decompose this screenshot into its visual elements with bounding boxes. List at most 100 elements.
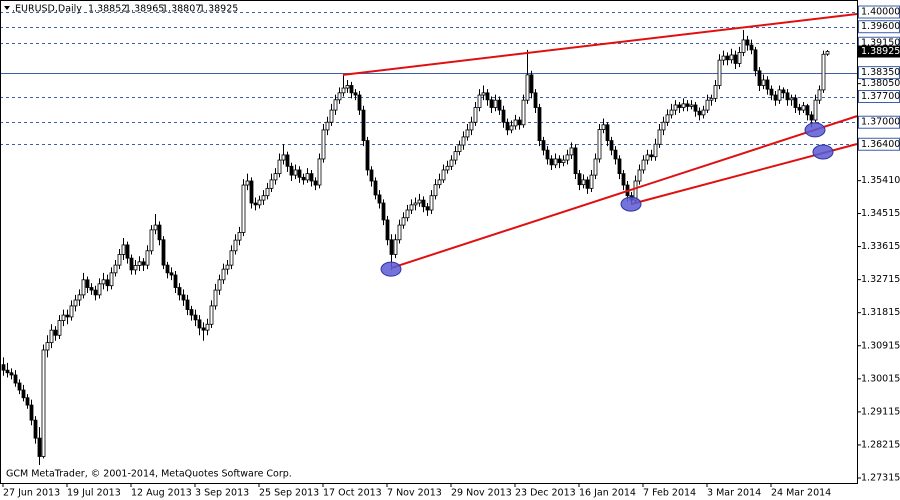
candle-body: [709, 97, 714, 101]
menu-icon[interactable]: [4, 6, 10, 10]
candle-body: [53, 329, 58, 336]
x-tick-label: 27 Jun 2013: [3, 488, 60, 499]
candle-body: [153, 224, 158, 231]
candle-body: [333, 99, 338, 111]
candle-body: [725, 55, 730, 61]
candle-body: [393, 239, 398, 255]
candle-body: [677, 104, 682, 108]
candle-body: [825, 51, 830, 55]
candle-body: [449, 159, 454, 167]
candle-body: [729, 54, 734, 61]
y-tick-label: 1.37000: [861, 117, 900, 128]
candle-body: [281, 154, 286, 161]
candle-body: [377, 194, 382, 204]
candle-body: [41, 349, 46, 457]
candle-body: [533, 92, 538, 108]
chart-title: .EURUSD,Daily: [12, 4, 82, 15]
y-tick-label: 1.40000: [861, 7, 900, 18]
candle-body: [289, 165, 294, 176]
candle-body: [265, 187, 270, 197]
candle-body: [737, 52, 742, 64]
candle-body: [373, 180, 378, 196]
candle-body: [417, 199, 422, 204]
candle-body: [617, 158, 622, 175]
candle-body: [49, 329, 54, 344]
candle-body: [217, 279, 222, 291]
candle-body: [801, 105, 806, 111]
candle-body: [181, 294, 186, 301]
candle-body: [105, 279, 110, 287]
candle-body: [85, 279, 90, 288]
candle-body: [77, 294, 82, 301]
candle-body: [353, 92, 358, 96]
x-tick-label: 25 Sep 2013: [259, 488, 319, 499]
candle-body: [597, 129, 602, 160]
candle-body: [341, 87, 346, 94]
candle-body: [197, 319, 202, 329]
ohlc-close: 1.38925: [199, 4, 238, 15]
candle-body: [149, 229, 154, 252]
candle-body: [381, 202, 386, 221]
candle-body: [297, 169, 302, 178]
candle-body: [101, 279, 106, 285]
candle-body: [205, 323, 210, 331]
candle-body: [93, 289, 98, 296]
candle-body: [773, 94, 778, 101]
candle-body: [793, 97, 798, 108]
candle-body: [721, 55, 726, 61]
candle-body: [785, 92, 790, 101]
axis: 1.400001.396001.391501.389251.383501.380…: [2, 5, 900, 499]
y-tick-label: 1.37700: [861, 91, 900, 102]
candle-body: [385, 219, 390, 241]
y-tick-label: 1.35410: [861, 175, 900, 186]
y-tick-label: 1.38925: [861, 46, 900, 57]
candle-body: [9, 372, 14, 376]
candle-body: [821, 53, 826, 91]
candle-body: [781, 89, 786, 94]
candle-body: [313, 180, 318, 186]
candle-body: [669, 109, 674, 116]
candle-body: [641, 159, 646, 171]
candles: [1, 30, 830, 465]
candle-body: [25, 397, 30, 406]
candle-body: [713, 85, 718, 99]
candle-body: [413, 202, 418, 206]
candle-body: [745, 39, 750, 46]
candle-body: [609, 140, 614, 151]
last-price-box: [858, 45, 900, 58]
candle-body: [429, 195, 434, 211]
candle-body: [425, 206, 430, 211]
candle-body: [645, 154, 650, 161]
candle-body: [553, 158, 558, 166]
x-tick-label: 12 Aug 2013: [131, 488, 192, 499]
candle-body: [169, 272, 174, 276]
candle-body: [469, 121, 474, 131]
candle-body: [89, 287, 94, 291]
ohlc-low: 1.38807: [162, 4, 201, 15]
candle-body: [213, 289, 218, 307]
candle-body: [637, 169, 642, 182]
candle-body: [457, 144, 462, 153]
highlight-marker: [380, 261, 402, 277]
y-tick-label: 1.34515: [861, 208, 900, 219]
candle-body: [601, 124, 606, 130]
candle-body: [125, 244, 130, 259]
candle-body: [193, 314, 198, 321]
candle-body: [1, 364, 6, 371]
candle-body: [365, 140, 370, 171]
y-tick-label: 1.33615: [861, 241, 900, 252]
candle-body: [461, 136, 466, 146]
candle-body: [757, 70, 762, 86]
candle-body: [397, 224, 402, 241]
candle-body: [165, 264, 170, 274]
candle-body: [201, 327, 206, 331]
x-tick-label: 16 Jan 2014: [579, 488, 636, 499]
candle-body: [233, 239, 238, 252]
x-tick-label: 3 Mar 2014: [707, 488, 761, 499]
candle-body: [489, 99, 494, 108]
candle-body: [657, 129, 662, 145]
x-tick-label: 19 Jul 2013: [67, 488, 121, 499]
candle-body: [269, 179, 274, 189]
